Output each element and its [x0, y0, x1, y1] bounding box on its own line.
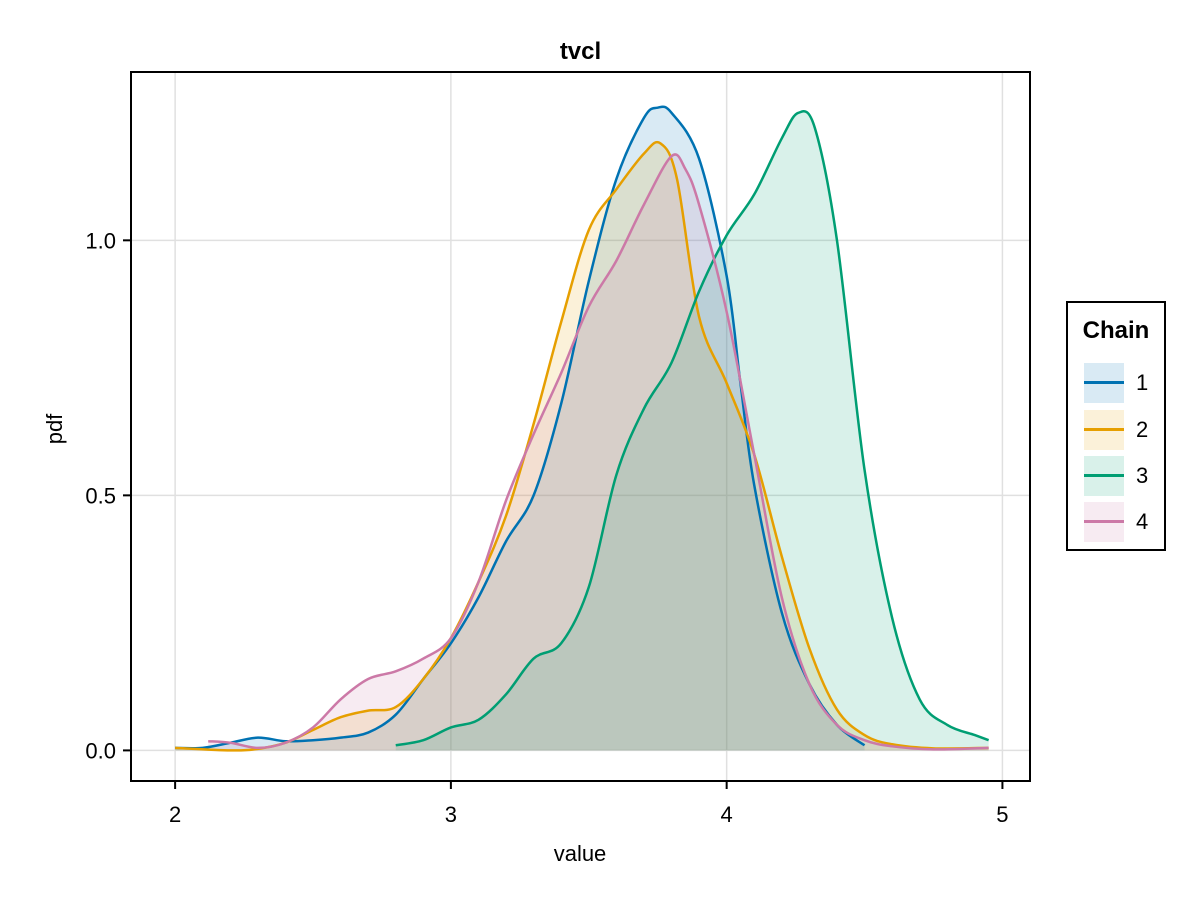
legend-label: 2 [1136, 417, 1149, 442]
density-line-chain-2 [175, 140, 989, 752]
density-line-chain-1 [175, 105, 866, 750]
chart-title: tvcl [559, 38, 602, 65]
density-line-chain-4 [208, 153, 989, 751]
legend-title: Chain [1082, 317, 1150, 344]
legend-item-chain-4: 4 [1084, 502, 1164, 542]
legend-swatch-icon [1084, 410, 1124, 450]
density-fill-chain-2 [175, 142, 989, 751]
x-axis: 2 3 4 5 [169, 781, 1009, 827]
y-tick-label: 0.5 [85, 483, 116, 508]
legend-label: 3 [1136, 463, 1149, 488]
y-axis-label: pdf [42, 413, 67, 444]
plot-frame [130, 71, 1031, 782]
legend-label: 4 [1136, 509, 1149, 534]
density-fill-chain-4 [208, 154, 989, 751]
x-tick-label: 2 [169, 802, 181, 827]
density-line-chain-3 [395, 110, 990, 747]
y-tick-label: 0.0 [85, 738, 116, 763]
legend-item-chain-3: 3 [1084, 456, 1164, 496]
y-tick-label: 1.0 [85, 228, 116, 253]
legend-swatch-icon [1084, 456, 1124, 496]
legend-swatch-icon [1084, 502, 1124, 542]
x-tick-label: 5 [996, 802, 1008, 827]
density-fill-chain-1 [175, 106, 865, 751]
legend-swatch-icon [1084, 363, 1124, 403]
grid-lines [131, 72, 1030, 781]
legend: Chain 1 2 3 4 [1066, 301, 1166, 551]
legend-label: 1 [1136, 370, 1149, 395]
y-axis: 0.0 0.5 1.0 [85, 228, 131, 763]
x-axis-label: value [554, 841, 607, 866]
legend-item-chain-1: 1 [1084, 363, 1164, 403]
x-tick-label: 4 [721, 802, 733, 827]
x-tick-label: 3 [445, 802, 457, 827]
density-series [175, 105, 990, 752]
legend-item-chain-2: 2 [1084, 410, 1164, 450]
